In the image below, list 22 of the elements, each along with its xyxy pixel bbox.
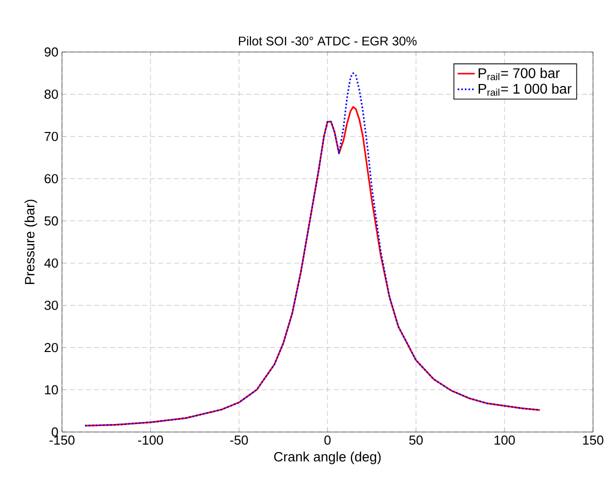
x-tick-label: 50 [409, 436, 423, 445]
x-tick-label: 150 [583, 436, 604, 445]
y-tick-label: 60 [44, 174, 58, 184]
legend-label: P$_{rail}$= 1 000 bar [478, 83, 572, 96]
legend-label: P$_{rail}$= 700 bar [478, 68, 560, 80]
chart-title: Pilot SOI -30° ATDC - EGR 30% [238, 36, 417, 46]
y-tick-label: 10 [44, 385, 58, 394]
x-tick-label: -50 [230, 436, 248, 445]
y-tick-label: 30 [44, 300, 58, 310]
y-tick-label: 20 [44, 342, 58, 352]
x-tick-label: 100 [494, 436, 515, 445]
x-axis-title: Crank angle (deg) [274, 452, 381, 464]
y-tick-label: 80 [44, 90, 58, 99]
x-tick-label: 0 [324, 436, 331, 445]
y-tick-label: 90 [44, 47, 58, 57]
y-tick-label: 50 [44, 216, 58, 226]
y-tick-label: 70 [44, 132, 58, 142]
y-tick-label: 40 [44, 258, 58, 268]
y-axis-title: Pressure (bar) [24, 200, 38, 284]
y-tick-label: 0 [52, 427, 58, 437]
x-tick-label: -100 [138, 436, 164, 445]
x-tick-label: -150 [50, 436, 75, 445]
